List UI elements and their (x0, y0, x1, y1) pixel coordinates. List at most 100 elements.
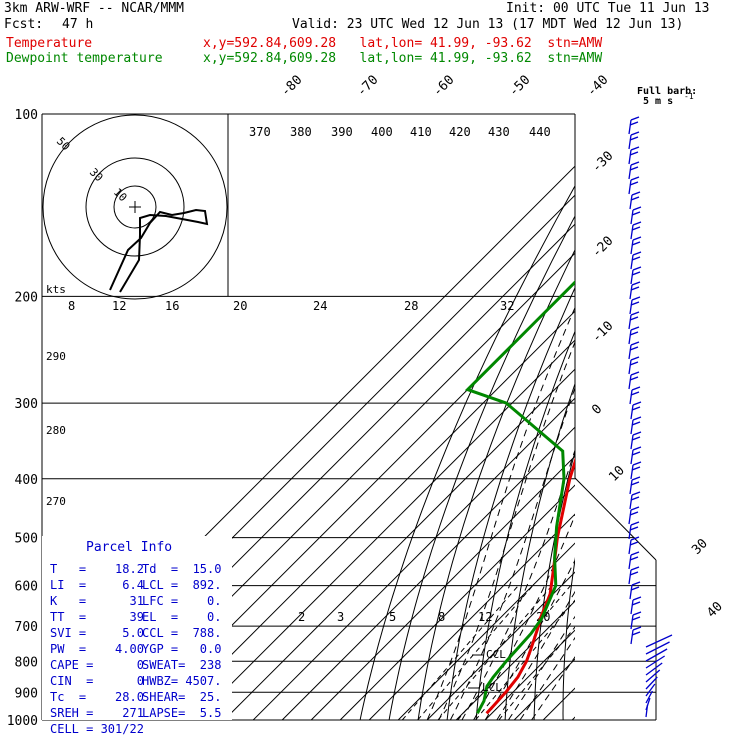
wind-barb-flag (631, 466, 641, 471)
wind-barb (630, 464, 634, 480)
dewpoint-location: x,y=592.84,609.28 lat,lon= 41.99, -93.62… (203, 51, 603, 66)
wind-barb-flag (631, 476, 641, 481)
wind-barb (630, 254, 634, 270)
wind-barb (645, 690, 653, 704)
isotherm-label: -20 (589, 234, 616, 261)
parcel-info-cell: Tc = 28.0 (50, 690, 144, 704)
wind-barb-flag (630, 566, 640, 571)
lcl-annotation: LCL (482, 681, 502, 694)
isotherm-line (368, 513, 575, 720)
wind-barb-flag (629, 331, 639, 336)
wind-barb-flag (632, 266, 642, 271)
wind-barb-flag (629, 136, 639, 141)
parcel-info-cell: LCL = 892. (142, 578, 222, 592)
dry-adiabat-line (646, 114, 740, 720)
wind-barb (645, 676, 658, 690)
isotherm-label: 0 (589, 402, 605, 418)
mixing-ratio-label: 2 (298, 610, 305, 624)
wind-barb (645, 634, 673, 648)
wind-barb-flag (630, 356, 640, 361)
wind-barb-flag (630, 311, 640, 316)
temperature-line (485, 456, 575, 715)
parcel-info-cell: T = 18.2 (50, 562, 144, 576)
isotherm-label: -80 (278, 73, 305, 100)
mixing-ratio-label: 8 (438, 610, 445, 624)
parcel-info-cell: TT = 39 (50, 610, 144, 624)
parcel-info-cell: LAPSE= 5.5 (142, 706, 222, 720)
init-time: Init: 00 UTC Tue 11 Jun 13 (506, 1, 710, 16)
wind-barb-flag (631, 191, 641, 196)
wind-barb (628, 314, 632, 330)
pressure-tick-label: 400 (15, 473, 38, 488)
wind-barb-flag (631, 226, 641, 231)
dry-adiabat-line (721, 114, 740, 720)
theta-axis-label: 380 (290, 125, 312, 139)
speed-axis-label: 28 (404, 299, 418, 313)
wind-barb-flag (631, 281, 641, 286)
wind-barb-flag (629, 151, 639, 156)
isotherm-label: -70 (354, 73, 381, 100)
isotherm-label: -40 (584, 73, 611, 100)
isotherm-line (310, 455, 575, 720)
theta-axis-label: 400 (371, 125, 393, 139)
wind-barb (630, 434, 634, 450)
isotherm-label: -30 (589, 149, 616, 176)
dry-adiabat-line (504, 382, 575, 720)
wind-barb (628, 554, 632, 570)
wind-barb-flag (630, 196, 640, 201)
isotherm-line (223, 368, 575, 720)
wind-barb-flag (630, 326, 640, 331)
lower-theta-290: 290 (46, 350, 66, 363)
pressure-tick-label: 500 (15, 532, 38, 547)
isotherm-line (455, 600, 575, 720)
wind-barb-flag (629, 511, 639, 516)
mixing-ratio-label: 5 (389, 610, 396, 624)
isotherm-line (513, 658, 575, 720)
speed-axis-label: 16 (165, 299, 179, 313)
barb-legend: Full barb: 5 m s -1 (637, 86, 697, 107)
dry-adiabat-line (533, 449, 575, 720)
wind-barb-flag (631, 491, 641, 496)
fcst-label: Fcst: (4, 17, 44, 32)
wind-barb (629, 284, 633, 300)
wind-barb (630, 419, 634, 435)
wind-barb-flag (631, 616, 641, 621)
wind-barb-flag (630, 521, 640, 526)
wind-barb (630, 614, 634, 630)
wind-barb (628, 374, 632, 390)
ccl-annotation: CCL (486, 648, 506, 661)
speed-axis-labels: 8 12 16 20 24 28 32 (68, 299, 514, 313)
wind-barb (628, 509, 632, 525)
parcel-info-cell: K = 31 (50, 594, 144, 608)
isotherm-label: 30 (689, 536, 711, 558)
isotherm-line (339, 484, 575, 720)
speed-axis-label: 12 (112, 299, 126, 313)
wind-barb-flag (631, 296, 641, 301)
speed-axis-label: 8 (68, 299, 75, 313)
theta-axis-label: 430 (488, 125, 510, 139)
wind-barb-flag (629, 166, 639, 171)
moist-adiabat-line (426, 306, 575, 720)
fcst-value: 47 h (62, 17, 94, 32)
parcel-info-title: Parcel Info (86, 540, 173, 555)
wind-barb (629, 194, 633, 210)
wind-barb-flag (632, 401, 642, 406)
wind-barb-flag (631, 386, 641, 391)
wind-barb-flag (631, 601, 641, 606)
lower-theta-270: 270 (46, 495, 66, 508)
parcel-info-cell: CELL = 301/22 (50, 722, 144, 736)
parcel-info-cell: SREH = 271 (50, 706, 144, 720)
barb-legend-exponent: -1 (684, 92, 694, 101)
moist-adiabat-line (449, 386, 575, 720)
wind-barb (645, 704, 649, 718)
isotherm-line (426, 571, 575, 720)
hodograph-trace (109, 208, 209, 293)
theta-axis-label: 390 (331, 125, 353, 139)
wind-barb-flag (631, 421, 641, 426)
wind-barb (628, 119, 632, 135)
wind-barb-flag (630, 131, 640, 136)
wind-barb-flag (630, 506, 640, 511)
wind-barb (628, 359, 632, 375)
wind-barb (630, 239, 634, 255)
